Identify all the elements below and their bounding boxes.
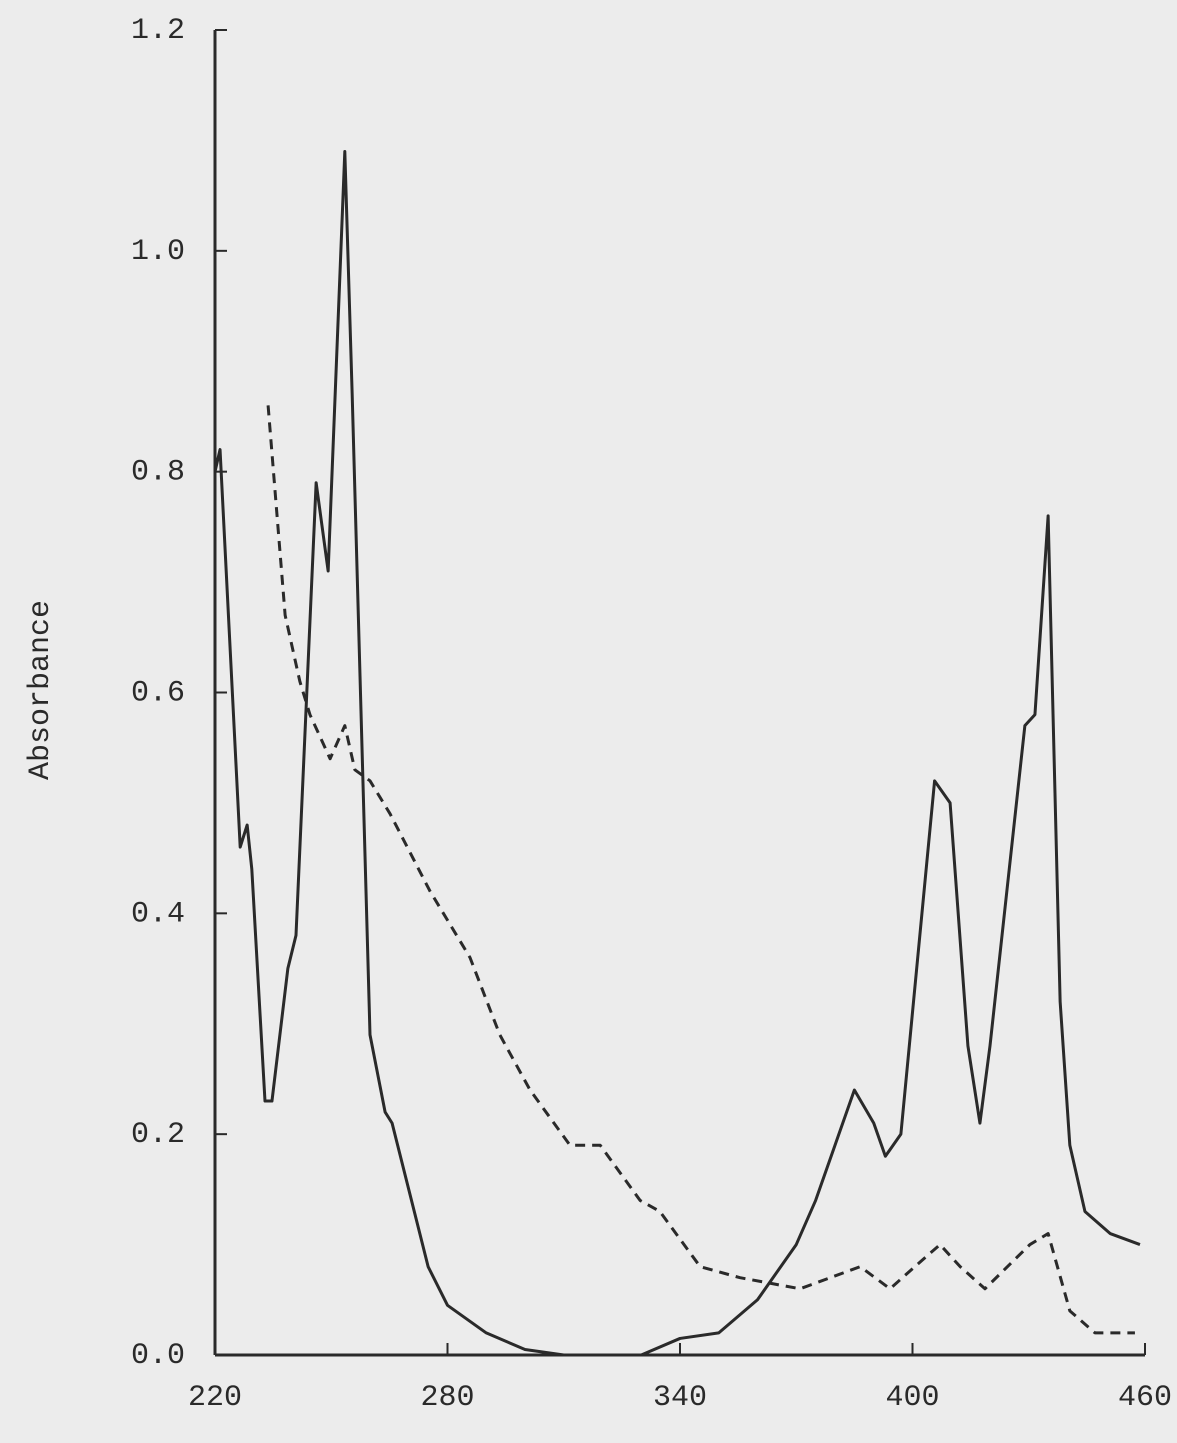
y-tick-label: 0.4: [131, 897, 185, 931]
y-tick-label: 1.0: [131, 235, 185, 269]
series-line: [213, 149, 1141, 1357]
y-tick-label: 0.8: [131, 456, 185, 490]
y-tick-label: 0.2: [131, 1118, 185, 1152]
y-axis-label: Absorbance: [24, 600, 58, 780]
x-tick-label: 460: [1118, 1381, 1172, 1415]
y-tick-label: 0.0: [131, 1339, 185, 1373]
x-tick-label: 400: [885, 1381, 939, 1415]
x-tick-label: 220: [188, 1381, 242, 1415]
x-tick-label: 280: [420, 1381, 474, 1415]
series-line: [266, 405, 1135, 1335]
y-tick-label: 0.6: [131, 676, 185, 710]
y-tick-label: 1.2: [131, 14, 185, 48]
x-tick-label: 340: [653, 1381, 707, 1415]
